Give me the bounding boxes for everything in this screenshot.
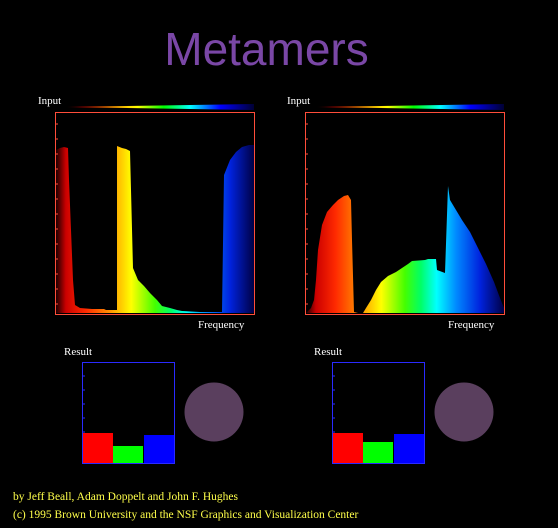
frequency-label-left: Frequency (198, 319, 245, 331)
result-bar-green-left (113, 446, 143, 463)
frequency-label-right: Frequency (448, 319, 495, 331)
input-label-right: Input (287, 95, 311, 107)
result-frame-right (332, 362, 425, 464)
spectrum-curve-right (306, 186, 504, 313)
color-swatch-right (434, 382, 494, 442)
input-label-left: Input (38, 95, 62, 107)
result-bar-green-right (363, 442, 393, 463)
credits-authors: by Jeff Beall, Adam Doppelt and John F. … (13, 491, 239, 503)
result-bar-blue-left (144, 435, 174, 463)
input-spectrum-right[interactable] (305, 112, 505, 315)
result-bar-blue-right (394, 434, 424, 463)
spectrum-curve-left (56, 145, 254, 313)
page-title: Metamers (164, 23, 369, 75)
result-label-right: Result (314, 346, 343, 358)
result-chart-left (82, 362, 175, 464)
color-swatch-left (184, 382, 244, 442)
result-chart-right (332, 362, 425, 464)
spectrum-frame-right (305, 112, 505, 315)
result-bar-red-left (83, 433, 113, 463)
result-label-left: Result (64, 346, 93, 358)
spectrum-bar-left (66, 104, 254, 110)
spectrum-frame-left (55, 112, 255, 315)
input-spectrum-left[interactable] (55, 112, 255, 315)
result-frame-left (82, 362, 175, 464)
result-bar-red-right (333, 433, 363, 463)
spectrum-bar-right (316, 104, 504, 110)
credits-copyright: (c) 1995 Brown University and the NSF Gr… (13, 509, 359, 521)
